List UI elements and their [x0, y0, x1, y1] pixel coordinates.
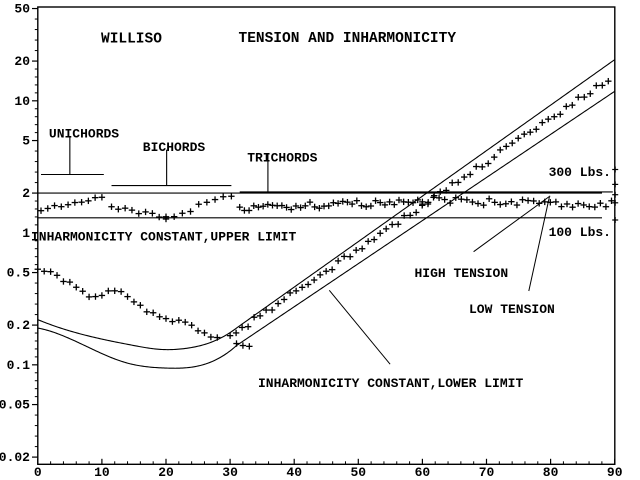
svg-text:INHARMONICITY CONSTANT,UPPER L: INHARMONICITY CONSTANT,UPPER LIMIT — [31, 230, 296, 245]
svg-text:HIGH TENSION: HIGH TENSION — [415, 266, 509, 281]
svg-text:UNICHORDS: UNICHORDS — [49, 127, 119, 142]
svg-text:10: 10 — [94, 465, 110, 480]
svg-text:5: 5 — [22, 134, 30, 149]
svg-text:300 Lbs.: 300 Lbs. — [549, 165, 611, 180]
svg-text:40: 40 — [286, 465, 302, 480]
svg-text:100 Lbs.: 100 Lbs. — [549, 225, 611, 240]
svg-text:10: 10 — [14, 94, 30, 109]
svg-text:0.1: 0.1 — [7, 358, 31, 373]
svg-text:1: 1 — [22, 226, 30, 241]
svg-text:WILLISO: WILLISO — [101, 32, 162, 48]
svg-text:LOW TENSION: LOW TENSION — [469, 302, 555, 317]
svg-text:0.2: 0.2 — [7, 318, 31, 333]
svg-text:INHARMONICITY CONSTANT,LOWER L: INHARMONICITY CONSTANT,LOWER LIMIT — [258, 376, 523, 391]
svg-text:0.5: 0.5 — [7, 266, 31, 281]
svg-text:70: 70 — [479, 465, 495, 480]
svg-text:50: 50 — [14, 2, 30, 17]
svg-text:TRICHORDS: TRICHORDS — [247, 150, 317, 165]
svg-text:0.02: 0.02 — [0, 450, 30, 465]
svg-text:0: 0 — [34, 465, 42, 480]
svg-text:80: 80 — [543, 465, 559, 480]
svg-text:20: 20 — [14, 54, 30, 69]
svg-text:TENSION AND INHARMONICITY: TENSION AND INHARMONICITY — [239, 31, 457, 47]
svg-text:90: 90 — [607, 465, 623, 480]
svg-text:BICHORDS: BICHORDS — [143, 140, 206, 155]
svg-text:0.05: 0.05 — [0, 398, 30, 413]
svg-text:20: 20 — [158, 465, 174, 480]
svg-text:30: 30 — [222, 465, 238, 480]
svg-text:60: 60 — [415, 465, 431, 480]
svg-text:2: 2 — [22, 186, 30, 201]
svg-text:50: 50 — [350, 465, 366, 480]
